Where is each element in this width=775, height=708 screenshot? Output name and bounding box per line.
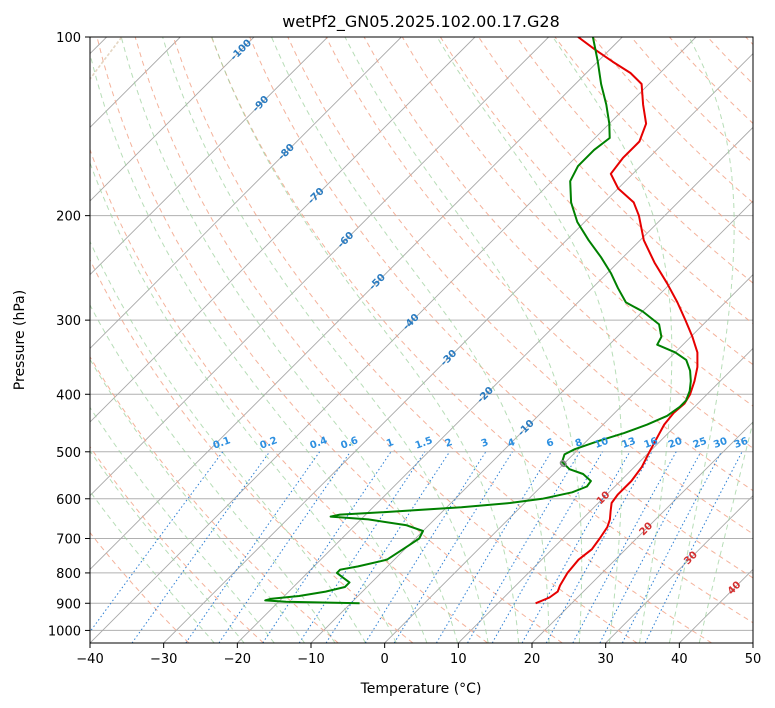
dry-adiabat [249, 37, 753, 579]
mixing-ratio-line [644, 451, 743, 643]
mixing-ratio-line [435, 451, 552, 643]
moist-adiabat [271, 37, 550, 643]
moist-adiabat [344, 37, 583, 643]
mixing-ratio-label: 6 [545, 437, 555, 450]
mixing-ratio-label: 3 [480, 437, 490, 450]
isotherm-line [605, 495, 753, 643]
dry-adiabat [90, 258, 414, 643]
axes: −40 −30 −20 −10 0 10 20 30 40 50 100 200 300 400 500 60… [48, 31, 761, 667]
y-tick-label: 100 [56, 31, 81, 46]
moist-adiabat [90, 240, 367, 643]
mixing-ratio-label: 20 [667, 436, 684, 451]
mixing-ratio-line [572, 451, 677, 643]
mixing-ratio-line [131, 451, 271, 643]
isotherm-line [90, 37, 476, 423]
moist-adiabat [90, 490, 215, 643]
chart-title: wetPf2_GN05.2025.102.00.17.G28 [282, 12, 560, 32]
x-tick-label: −20 [224, 652, 251, 667]
isotherm-line [90, 37, 402, 349]
mixing-ratio-line [521, 451, 631, 643]
isotherm-line [458, 347, 753, 643]
isotherm-line [237, 126, 753, 643]
mixing-ratio-label: 30 [712, 436, 729, 451]
data-series [264, 37, 699, 605]
y-tick-label: 300 [56, 314, 81, 329]
mixing-ratio-label: 16 [643, 436, 660, 451]
y-tick-label: 800 [56, 567, 81, 582]
y-tick-label: 600 [56, 493, 81, 508]
isotherm-line [531, 421, 753, 643]
y-tick-label: 400 [56, 388, 81, 403]
grid-lines [90, 37, 753, 643]
x-tick-label: −30 [150, 652, 177, 667]
moist-adiabat [90, 358, 305, 643]
isotherm-line [163, 53, 753, 643]
y-tick-label: 900 [56, 597, 81, 612]
y-tick-label: 1000 [48, 624, 81, 639]
moist-adiabat [552, 37, 673, 643]
mixing-ratio-label: 8 [574, 437, 584, 450]
isotherm-line [90, 37, 549, 497]
dry-adiabat [211, 37, 753, 624]
dry-adiabat [90, 355, 339, 643]
moist-adiabat [162, 37, 489, 643]
mixing-ratio-line [599, 451, 702, 643]
dry-adiabat [401, 37, 753, 407]
mixing-ratio-line [90, 451, 224, 633]
moist-adiabat [90, 406, 275, 643]
mixing-ratio-line [185, 451, 321, 643]
moist-adiabat [120, 37, 459, 643]
x-tick-label: 0 [381, 652, 389, 667]
dry-adiabat [134, 37, 638, 643]
isotherm-line [90, 37, 328, 276]
mixing-ratio-line [545, 451, 653, 643]
moist-adiabat [436, 37, 623, 643]
mixing-ratio-label: 1 [385, 437, 395, 450]
isotherm-line [384, 274, 753, 643]
mixing-ratio-line [218, 451, 351, 643]
isotherm-line [90, 37, 697, 643]
y-tick-label: 700 [56, 533, 81, 548]
moist-adiabat [90, 161, 397, 643]
mixing-ratio-line [298, 451, 426, 643]
dry-adiabat [516, 37, 753, 284]
x-tick-label: 10 [450, 652, 467, 667]
mixing-ratio-label: 36 [733, 436, 750, 451]
moist-adiabat [90, 450, 245, 643]
x-tick-label: 20 [524, 652, 541, 667]
x-tick-label: −40 [76, 652, 103, 667]
mixing-ratio-line [364, 451, 487, 643]
y-tick-label: 200 [56, 210, 81, 225]
plot-frame [89, 36, 754, 644]
mixing-ratio-label: 4 [506, 437, 516, 450]
x-tick-label: 50 [745, 652, 762, 667]
mixing-ratio-line [325, 451, 451, 643]
dry-adiabat [90, 445, 264, 643]
mixing-ratio-label: 10 [593, 436, 610, 451]
y-tick-label: 500 [56, 446, 81, 461]
dry-adiabat [96, 37, 563, 643]
dry-adiabat [172, 37, 712, 643]
dry-adiabat [90, 148, 488, 643]
moist-adiabat [211, 37, 520, 643]
dry-adiabat [439, 37, 753, 366]
x-tick-label: −10 [297, 652, 324, 667]
isotherm-line [90, 37, 255, 202]
mixing-ratio-label: 13 [621, 436, 638, 451]
isotherm-line [90, 37, 623, 570]
dry-adiabat [90, 531, 190, 643]
mixing-ratio-label: 2 [444, 437, 454, 450]
y-axis-label: Pressure (hPa) [12, 290, 28, 390]
mixing-ratio-line [262, 451, 392, 643]
x-tick-label: 40 [671, 652, 688, 667]
moist-adiabat [90, 51, 428, 643]
x-tick-label: 30 [597, 652, 614, 667]
dewpoint-line [264, 37, 692, 605]
dry-adiabat [287, 37, 753, 535]
x-axis-label: Temperature (°C) [360, 681, 482, 697]
temperature-line [535, 37, 699, 605]
isotherm-line [752, 642, 753, 643]
mixing-ratio-label: 25 [692, 436, 709, 451]
